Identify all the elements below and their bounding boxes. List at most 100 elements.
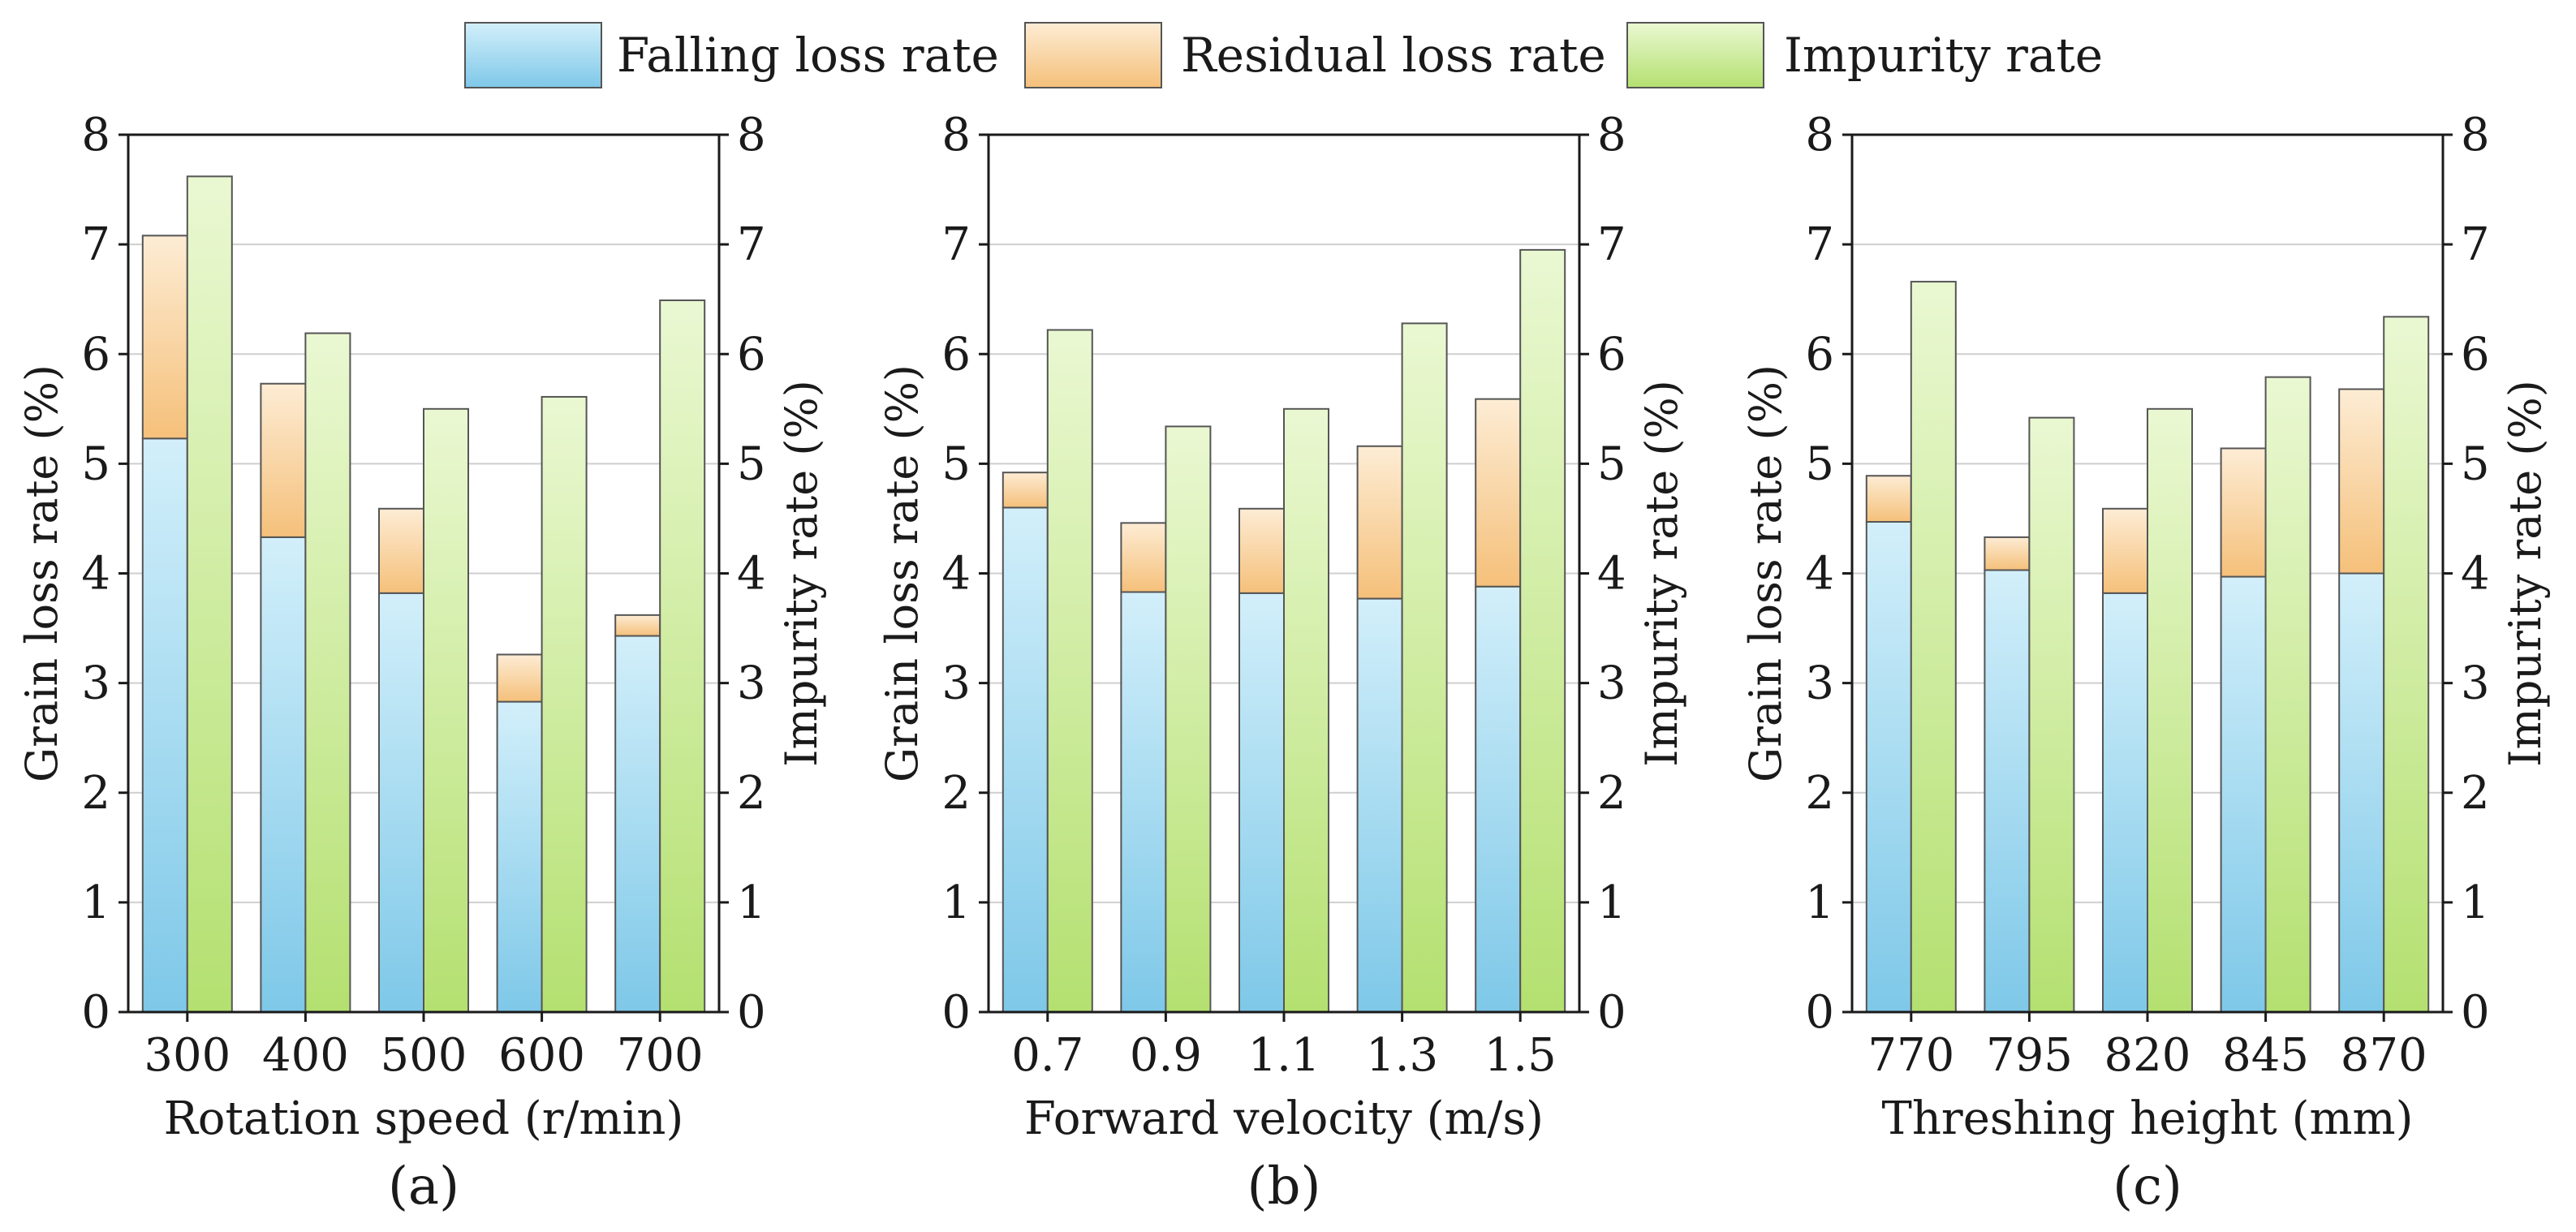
y-tick-label: 0	[1805, 986, 1834, 1039]
y-tick-label: 3	[81, 657, 110, 710]
x-axis-title: Threshing height (mm)	[1882, 1092, 2414, 1145]
y2-tick-label: 8	[2461, 109, 2490, 162]
bar-falling-loss	[496, 700, 543, 1013]
bar-group-0.9	[1120, 425, 1212, 1013]
bar-falling-loss	[141, 437, 188, 1013]
y2-tick-label: 0	[1597, 986, 1626, 1039]
bar-residual-loss	[2338, 388, 2385, 575]
bar-falling-loss	[1120, 591, 1167, 1013]
y-axis-title: Grain loss rate (%)	[1740, 364, 1791, 782]
bar-group-1.5	[1475, 248, 1566, 1014]
y-tick-label: 1	[1805, 877, 1834, 929]
bar-residual-loss	[1002, 472, 1049, 509]
bar-group-770	[1865, 281, 1957, 1013]
y2-tick-label: 4	[1597, 548, 1626, 601]
legend-swatch-falling	[464, 22, 602, 88]
bar-residual-loss	[496, 653, 543, 703]
y2-tick-label: 6	[2461, 328, 2490, 381]
bar-impurity	[1283, 407, 1329, 1013]
y-tick-label: 7	[1805, 218, 1834, 271]
y-tick-label: 5	[1805, 437, 1834, 490]
bar-impurity	[659, 299, 706, 1013]
bar-falling-loss	[2102, 592, 2148, 1013]
x-tick-label: 870	[2341, 1029, 2427, 1082]
bar-residual-loss	[1356, 445, 1403, 600]
y-tick-label: 7	[81, 218, 110, 271]
bar-falling-loss	[1475, 585, 1522, 1013]
y2-tick-label: 1	[2461, 877, 2490, 929]
bar-group-600	[496, 395, 588, 1014]
y2-tick-label: 2	[2461, 767, 2490, 820]
bar-group-0.7	[1002, 329, 1093, 1013]
legend-label-impurity: Impurity rate	[1784, 28, 2103, 83]
bar-residual-loss	[260, 382, 307, 538]
y-tick-label: 1	[81, 877, 110, 929]
y-tick-label: 6	[1805, 328, 1834, 381]
bar-impurity	[423, 407, 469, 1013]
x-tick-label: 770	[1867, 1029, 1954, 1082]
y-tick-label: 6	[941, 328, 971, 381]
y2-tick-label: 6	[1597, 328, 1626, 381]
bar-group-500	[378, 407, 469, 1013]
bar-impurity	[1165, 425, 1212, 1013]
bar-group-700	[614, 299, 706, 1013]
x-tick-label: 1.5	[1484, 1029, 1557, 1082]
bar-residual-loss	[2220, 447, 2267, 578]
bar-impurity	[541, 395, 588, 1014]
y-axis-title: Grain loss rate (%)	[16, 364, 67, 782]
x-tick-label: 1.3	[1366, 1029, 1438, 1082]
bar-residual-loss	[1475, 398, 1522, 588]
y-tick-label: 3	[941, 657, 971, 710]
y2-tick-label: 2	[737, 767, 766, 820]
bar-residual-loss	[378, 507, 424, 594]
y2-axis-title: Impurity rate (%)	[776, 380, 827, 767]
y2-tick-label: 4	[2461, 548, 2490, 601]
y-tick-label: 8	[941, 109, 971, 162]
x-tick-label: 700	[617, 1029, 704, 1082]
x-tick-label: 500	[381, 1029, 467, 1082]
legend-swatch-residual	[1024, 22, 1162, 88]
bar-impurity	[2383, 316, 2430, 1013]
bar-falling-loss	[1984, 569, 2031, 1013]
x-tick-label: 1.1	[1247, 1029, 1320, 1082]
y2-tick-label: 0	[2461, 986, 2490, 1039]
bar-group-1.3	[1356, 322, 1448, 1014]
bar-impurity	[304, 332, 351, 1014]
legend-label-falling: Falling loss rate	[617, 28, 999, 83]
y2-tick-label: 8	[737, 109, 766, 162]
legend-item-residual: Residual loss rate	[1024, 22, 1606, 88]
x-tick-label: 0.7	[1011, 1029, 1083, 1082]
bar-falling-loss	[1865, 520, 1912, 1013]
y2-tick-label: 1	[1597, 877, 1626, 929]
x-tick-label: 820	[2104, 1029, 2191, 1082]
bar-group-870	[2338, 316, 2430, 1013]
bar-impurity	[2147, 407, 2193, 1013]
bar-residual-loss	[1984, 536, 2031, 571]
y2-tick-label: 4	[737, 548, 766, 601]
y-tick-label: 0	[941, 986, 971, 1039]
y2-tick-label: 7	[1597, 218, 1626, 271]
legend-swatch-impurity	[1626, 22, 1764, 88]
y2-tick-label: 8	[1597, 109, 1626, 162]
bar-group-300	[141, 175, 233, 1013]
y-tick-label: 5	[81, 437, 110, 490]
bar-residual-loss	[1865, 475, 1912, 523]
bar-residual-loss	[2102, 507, 2148, 594]
panel-label: (c)	[2113, 1157, 2182, 1217]
y2-tick-label: 3	[2461, 657, 2490, 710]
bar-falling-loss	[2338, 572, 2385, 1013]
y-axis-title: Grain loss rate (%)	[877, 364, 928, 782]
y-tick-label: 6	[81, 328, 110, 381]
y2-tick-label: 7	[2461, 218, 2490, 271]
y2-tick-label: 5	[2461, 437, 2490, 490]
y2-tick-label: 1	[737, 877, 766, 929]
x-axis-title: Rotation speed (r/min)	[164, 1092, 684, 1145]
bar-group-400	[260, 332, 351, 1014]
bar-impurity	[1401, 322, 1448, 1014]
legend-item-impurity: Impurity rate	[1626, 22, 2103, 88]
y-tick-label: 4	[81, 548, 110, 601]
panel-label: (a)	[388, 1157, 459, 1217]
bar-impurity	[2264, 376, 2311, 1014]
